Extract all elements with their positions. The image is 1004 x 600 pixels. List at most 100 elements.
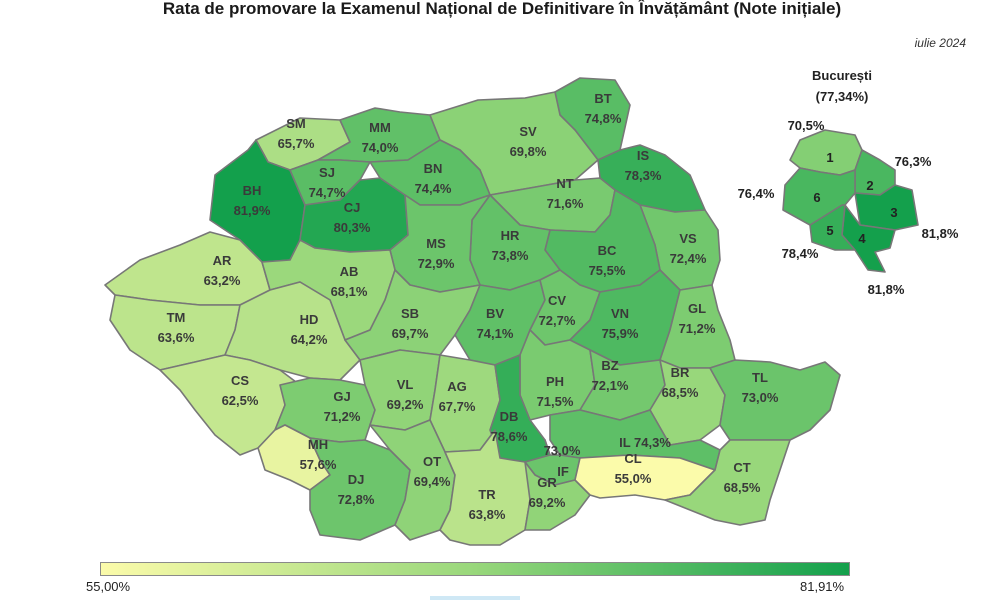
county-code: TL [752,370,768,385]
county-code: SM [286,116,306,131]
legend-max-label: 81,91% [800,579,845,594]
county-value: 63,6% [158,330,195,345]
county-code: GJ [333,389,350,404]
county-value: 63,2% [204,273,241,288]
bucharest-sector-value: 81,8% [868,282,905,297]
county-value: 73,8% [492,248,529,263]
county-code: SB [401,306,419,321]
county-DJ[interactable] [309,437,411,541]
county-code: CL [624,451,641,466]
county-code: BV [486,306,504,321]
bucharest-sector-number: 3 [890,205,897,220]
bucharest-name: București [812,68,872,83]
bucharest-sector-number: 5 [826,223,833,238]
county-value: 72,4% [670,251,707,266]
county-code: VL [397,377,414,392]
county-label-IL: IL 74,3% [619,435,671,450]
county-value: 71,2% [679,321,716,336]
county-code: BC [598,243,617,258]
county-code: CT [733,460,750,475]
county-value: 73,0% [742,390,779,405]
county-value: 75,9% [602,326,639,341]
bucharest-sector-6[interactable] [782,167,856,226]
county-value: 74,4% [415,181,452,196]
county-code: IF [557,464,569,479]
legend-color-scale [100,562,850,576]
bucharest-total-rate: (77,34%) [816,89,869,104]
county-code: MM [369,120,391,135]
bottom-decoration [430,596,520,600]
county-value: 69,8% [510,144,547,159]
county-code: BH [243,183,262,198]
bucharest-sector-value: 76,4% [738,186,775,201]
county-value: 78,6% [491,429,528,444]
county-GR[interactable] [524,461,591,531]
county-code: MH [308,437,328,452]
county-code: AG [447,379,467,394]
county-value: 72,1% [592,378,629,393]
map-title: Rata de promovare la Examenul Național d… [162,0,842,18]
county-value: 72,7% [539,313,576,328]
bucharest-sector-number: 4 [858,231,866,246]
county-value: 72,9% [418,256,455,271]
county-value: 68,5% [662,385,699,400]
county-value: 63,8% [469,507,506,522]
county-value: 75,5% [589,263,626,278]
county-value: 69,7% [392,326,429,341]
county-code: HR [501,228,520,243]
county-value: 57,6% [300,457,337,472]
bucharest-sector-value: 70,5% [788,118,825,133]
county-value: 74,0% [362,140,399,155]
legend-min-label: 55,00% [86,579,131,594]
county-value: 69,2% [529,495,566,510]
county-code: BT [594,91,611,106]
county-code: IS [637,148,650,163]
county-value: 72,8% [338,492,375,507]
county-value: 64,2% [291,332,328,347]
county-value: 74,8% [585,111,622,126]
county-value: 71,5% [537,394,574,409]
bucharest-sector-value: 76,3% [895,154,932,169]
county-value: 68,5% [724,480,761,495]
county-value: 55,0% [615,471,652,486]
county-code: TR [478,487,496,502]
bucharest-sector-value: 78,4% [782,246,819,261]
county-value: 81,9% [234,203,271,218]
county-code: SJ [319,165,335,180]
county-BR[interactable] [649,359,726,446]
county-code: DB [500,409,519,424]
county-value: 71,2% [324,409,361,424]
county-code: TM [167,310,186,325]
bucharest-sector-number: 1 [826,150,833,165]
county-code: OT [423,454,441,469]
map-date: iulie 2024 [914,36,966,50]
bucharest-sector-number: 6 [813,190,820,205]
bucharest-sector-value: 81,8% [922,226,959,241]
county-code: AR [213,253,232,268]
county-code: HD [300,312,319,327]
county-value: 80,3% [334,220,371,235]
county-TL[interactable] [709,359,841,441]
county-code: BN [424,161,443,176]
county-CT[interactable] [664,439,791,526]
county-value: 78,3% [625,168,662,183]
county-value: 74,1% [477,326,514,341]
county-code: CJ [344,200,361,215]
county-code: CS [231,373,249,388]
county-code: GL [688,301,706,316]
county-code: PH [546,374,564,389]
county-code: BR [671,365,690,380]
county-value: 69,4% [414,474,451,489]
county-code: AB [340,264,359,279]
county-value: 74,3% [634,435,671,450]
county-value: 62,5% [222,393,259,408]
county-value: 73,0% [544,443,581,458]
county-value: 68,1% [331,284,368,299]
county-code: BZ [601,358,618,373]
county-code: VN [611,306,629,321]
county-value: 74,7% [309,185,346,200]
county-code: IL [619,435,634,450]
county-code: VS [679,231,697,246]
county-code: GR [537,475,557,490]
